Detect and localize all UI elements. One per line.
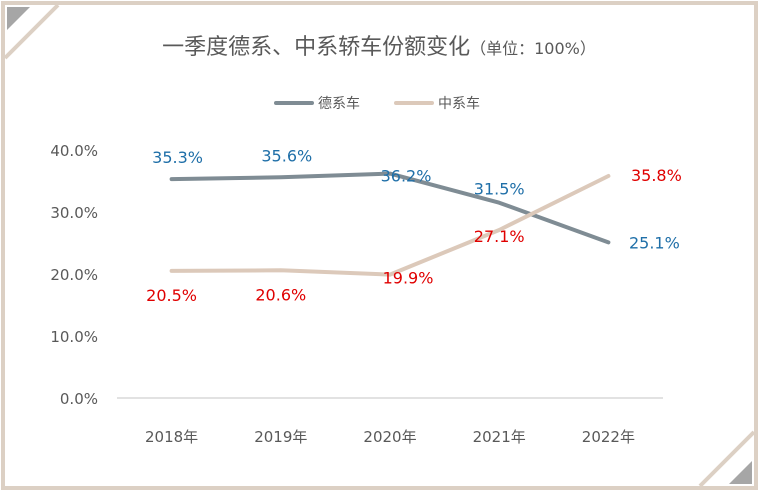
legend: 德系车 中系车 — [274, 95, 480, 112]
series-layer — [169, 171, 611, 277]
series-line-chinese — [169, 174, 611, 277]
data-label: 25.1% — [629, 233, 680, 252]
corner-fold-top-left — [3, 3, 60, 60]
chart-title: 一季度德系、中系轿车份额变化（单位：100%） — [162, 35, 596, 60]
y-tick-label: 30.0% — [50, 204, 98, 222]
data-labels: 35.3% 35.6% 36.2% 31.5% 25.1% 20.5% 20.6% 19.9%… — [146, 146, 682, 305]
series-line-german — [169, 171, 611, 245]
x-tick-label: 2018年 — [145, 428, 198, 446]
legend-label-chinese: 中系车 — [438, 95, 480, 112]
data-label: 31.5% — [474, 180, 525, 199]
data-label: 20.5% — [146, 286, 197, 305]
data-label: 27.1% — [474, 227, 525, 246]
y-tick-label: 20.0% — [50, 266, 98, 284]
data-label: 35.3% — [152, 148, 203, 167]
chart-title-main: 一季度德系、中系轿车份额变化 — [162, 35, 470, 60]
x-tick-label: 2020年 — [363, 428, 416, 446]
y-tick-label: 40.0% — [50, 142, 98, 160]
data-label: 35.8% — [631, 166, 682, 185]
data-label: 35.6% — [261, 146, 312, 165]
legend-label-german: 德系车 — [318, 95, 360, 112]
data-label: 36.2% — [381, 167, 432, 186]
y-tick-label: 0.0% — [60, 390, 98, 408]
chart-title-unit: （单位：100%） — [470, 39, 596, 58]
data-label: 20.6% — [255, 285, 306, 304]
x-tick-label: 2019年 — [254, 428, 307, 446]
data-label: 19.9% — [383, 269, 434, 288]
x-tick-label: 2022年 — [582, 428, 635, 446]
corner-fold-bottom-right — [698, 430, 756, 488]
y-tick-label: 10.0% — [50, 328, 98, 346]
axes: 0.0% 10.0% 20.0% 30.0% 40.0% 2018年 2019年 2020年 2… — [50, 142, 663, 446]
x-tick-label: 2021年 — [473, 428, 526, 446]
